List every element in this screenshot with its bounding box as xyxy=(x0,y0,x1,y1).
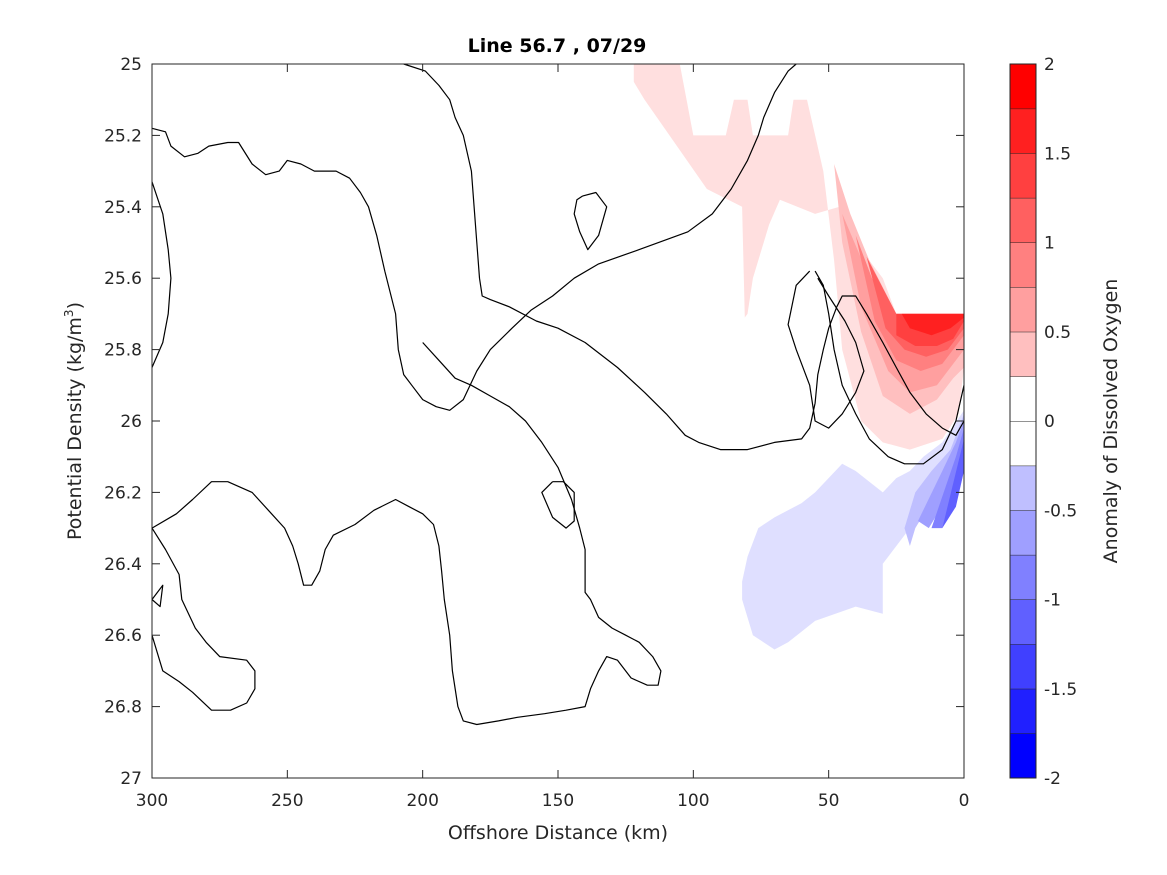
filled-contours xyxy=(633,64,964,650)
contour-fill-negative-8 xyxy=(904,413,964,546)
y-tick-label: 26.6 xyxy=(104,626,142,646)
colorbar-segment xyxy=(1010,153,1036,198)
colorbar-segment xyxy=(1010,421,1036,466)
colorbar-segment xyxy=(1010,331,1036,377)
colorbar-segment xyxy=(1010,733,1036,778)
colorbar-tick-label: 0.5 xyxy=(1044,323,1071,343)
colorbar-segment xyxy=(1010,644,1036,689)
colorbar-segment xyxy=(1010,242,1036,288)
y-tick-label: 25.8 xyxy=(104,341,142,361)
zero-contour-line-8 xyxy=(151,342,662,726)
colorbar-tick-label: -0.5 xyxy=(1044,501,1077,521)
colorbar-frame xyxy=(1009,63,1037,779)
y-tick-label: 25.6 xyxy=(104,269,142,289)
colorbar-tick-label: 2 xyxy=(1044,55,1055,75)
y-tick-label: 25 xyxy=(120,55,142,75)
y-tick-label: 25.4 xyxy=(104,198,142,218)
colorbar-tick-label: 1 xyxy=(1044,234,1055,254)
colorbar-segment xyxy=(1010,599,1036,645)
plot-background xyxy=(152,64,964,778)
y-axis-label-superscript: 3 xyxy=(62,309,76,317)
colorbar-segment xyxy=(1010,108,1036,154)
x-tick-label: 200 xyxy=(406,791,438,811)
x-tick-label: 150 xyxy=(542,791,574,811)
x-tick-label: 0 xyxy=(959,791,970,811)
colorbar-segment xyxy=(1010,688,1036,734)
x-tick-label: 100 xyxy=(677,791,709,811)
contour-fill-negative-11 xyxy=(942,438,964,529)
contour-fill-negative-9 xyxy=(918,421,964,529)
colorbar-segment xyxy=(1010,287,1036,332)
y-tick-label: 26.2 xyxy=(104,483,142,503)
x-axis: 300 250 200 150 100 50 0 xyxy=(136,64,970,811)
zero-contour-line-0 xyxy=(151,63,797,411)
zero-contour-line-7 xyxy=(151,584,164,608)
contour-fill-negative-7 xyxy=(742,410,964,650)
chart-title: Line 56.7 , 07/29 xyxy=(468,35,647,57)
x-tick-label: 50 xyxy=(818,791,840,811)
colorbar: 2 1.5 1 0.5 0 -0.5 -1 -1.5 -2 xyxy=(1009,55,1077,789)
plot-area: 300 250 200 150 100 50 0 2525.225.425.625.8262… xyxy=(104,55,969,811)
y-axis-label: Potential Density (kg/m3) xyxy=(62,302,86,540)
y-tick-label: 27 xyxy=(120,769,142,789)
zero-contour-line-4 xyxy=(573,191,608,251)
colorbar-segment xyxy=(1010,376,1036,421)
zero-contour-line-6 xyxy=(151,181,172,368)
colorbar-segment xyxy=(1010,554,1036,600)
y-tick-label: 26.4 xyxy=(104,555,142,575)
zero-contour-line-2 xyxy=(787,270,865,429)
colorbar-tick-label: -2 xyxy=(1044,769,1061,789)
colorbar-tick-label: 0 xyxy=(1044,412,1055,432)
zero-contour-lines xyxy=(151,63,965,726)
y-axis-label-close: ) xyxy=(64,302,86,309)
y-axis: 25 25.2 25.4 25.6 25.8 26 26.2 26.4 26.6 26.8 27 xyxy=(104,55,964,789)
colorbar-tick-label: -1 xyxy=(1044,591,1061,611)
y-tick-label: 25.2 xyxy=(104,126,142,146)
x-axis-label: Offshore Distance (km) xyxy=(448,822,668,844)
colorbar-segment xyxy=(1010,64,1036,109)
y-tick-label: 26 xyxy=(120,412,142,432)
zero-contour-line-1 xyxy=(403,63,965,451)
y-axis-label-main: Potential Density (kg/m xyxy=(64,317,86,540)
zero-contour-line-3 xyxy=(814,270,965,465)
contour-fill-positive-6 xyxy=(901,313,964,336)
y-tick-label: 26.8 xyxy=(104,698,142,718)
x-tick-label: 300 xyxy=(136,791,168,811)
colorbar-segment xyxy=(1010,197,1036,243)
colorbar-segment xyxy=(1010,465,1036,511)
colorbar-tick-label: -1.5 xyxy=(1044,680,1077,700)
colorbar-segment xyxy=(1010,510,1036,555)
colorbar-label: Anomaly of Dissolved Oxygen xyxy=(1100,279,1122,564)
x-tick-label: 250 xyxy=(271,791,303,811)
colorbar-tick-label: 1.5 xyxy=(1044,144,1071,164)
